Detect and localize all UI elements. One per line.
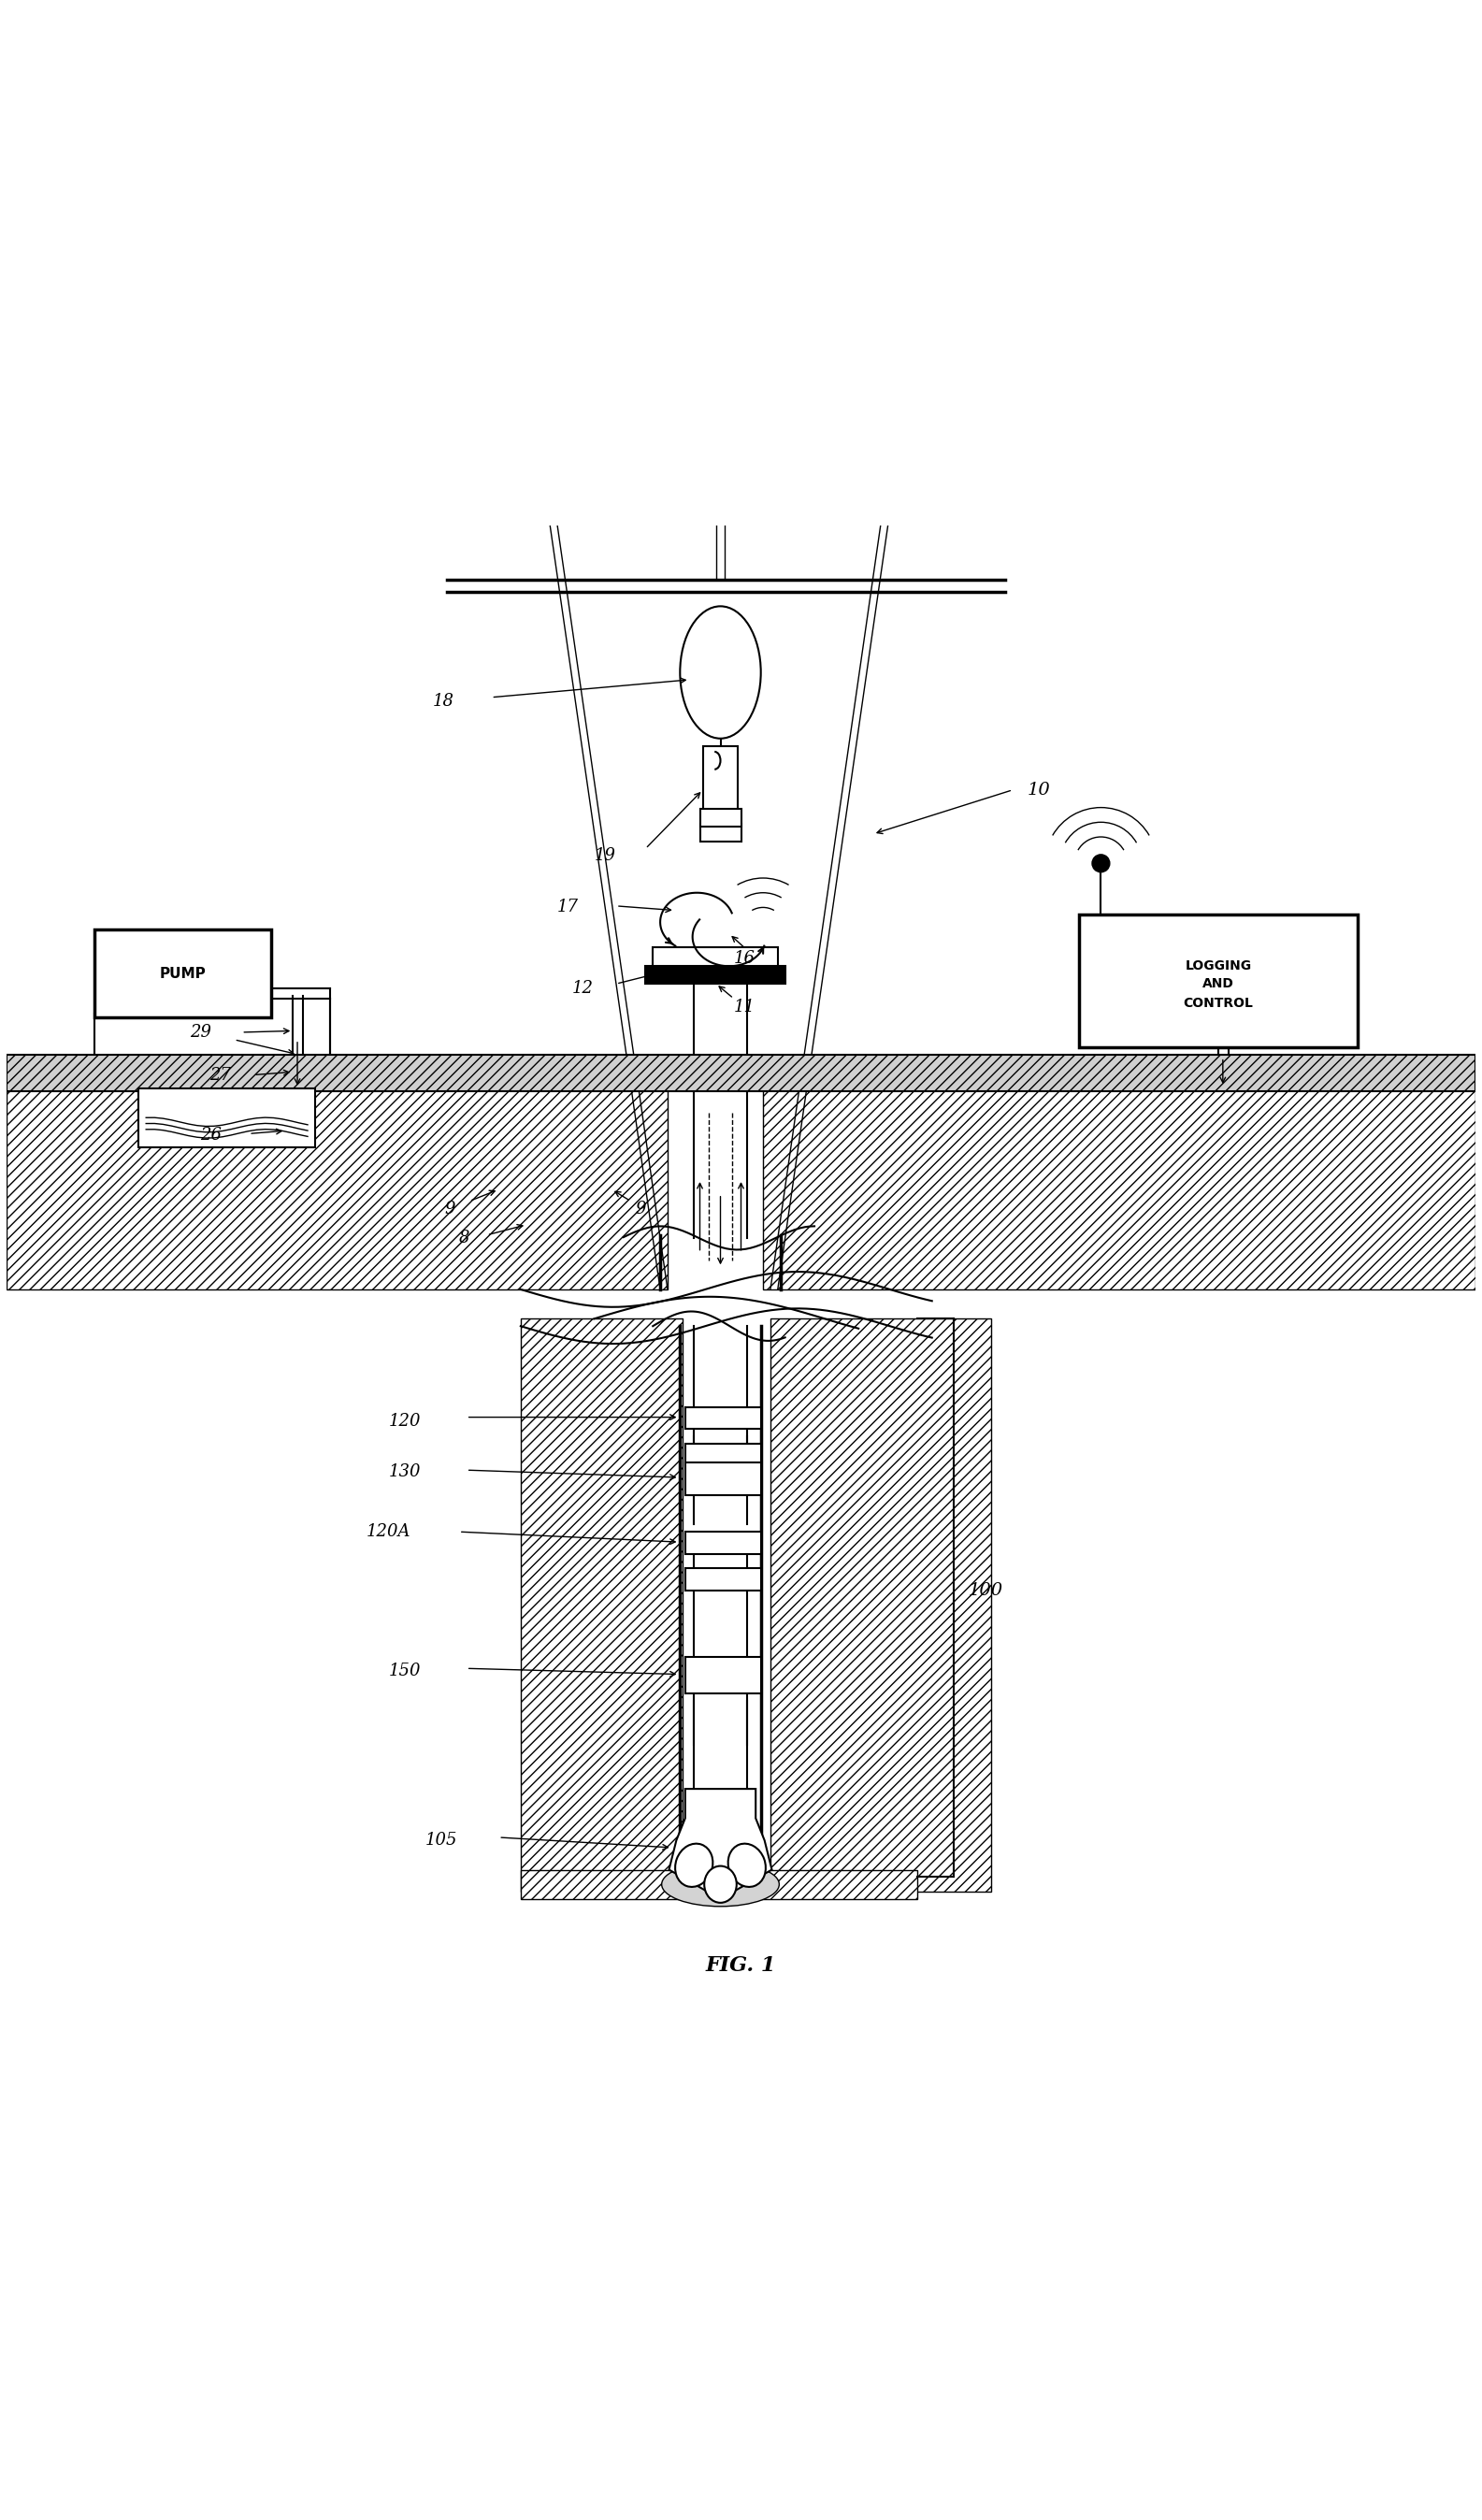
Circle shape: [1092, 854, 1110, 872]
Text: LOGGING: LOGGING: [1186, 960, 1252, 973]
Text: AND: AND: [1202, 978, 1235, 990]
Text: 10: 10: [1027, 781, 1051, 799]
Bar: [700, 809, 741, 827]
Bar: [771, 1318, 991, 1893]
Text: 8: 8: [459, 1230, 470, 1247]
Text: 18: 18: [433, 693, 453, 711]
Text: 120: 120: [388, 1414, 421, 1429]
Bar: [1079, 915, 1358, 1046]
Polygon shape: [668, 1789, 772, 1900]
Bar: [685, 1444, 762, 1467]
Text: CONTROL: CONTROL: [1184, 995, 1254, 1011]
Text: 11: 11: [734, 998, 756, 1016]
Bar: [6, 1089, 667, 1290]
Bar: [702, 746, 738, 834]
Text: 9: 9: [636, 1200, 646, 1217]
Ellipse shape: [680, 607, 760, 738]
Ellipse shape: [661, 1862, 780, 1908]
Bar: [685, 1656, 762, 1693]
Bar: [6, 1053, 1476, 1091]
Bar: [520, 1318, 682, 1893]
Text: PUMP: PUMP: [160, 968, 206, 980]
Text: 105: 105: [425, 1832, 458, 1850]
Text: 9: 9: [445, 1200, 455, 1217]
Bar: [520, 1870, 917, 1900]
Text: 130: 130: [388, 1464, 421, 1479]
Text: 17: 17: [557, 900, 579, 915]
Text: 16: 16: [734, 950, 756, 968]
Bar: [654, 948, 778, 973]
Text: 29: 29: [190, 1023, 212, 1041]
Text: 26: 26: [200, 1126, 222, 1144]
Bar: [685, 1567, 762, 1590]
Text: 19: 19: [594, 847, 615, 864]
Bar: [139, 1089, 316, 1147]
Text: FIG. 1: FIG. 1: [705, 1956, 777, 1976]
Text: 12: 12: [572, 980, 594, 995]
Bar: [646, 965, 785, 983]
Bar: [685, 1406, 762, 1429]
Bar: [685, 1532, 762, 1555]
Bar: [95, 930, 271, 1018]
Ellipse shape: [704, 1865, 737, 1903]
Ellipse shape: [728, 1845, 766, 1887]
Bar: [685, 1462, 762, 1494]
Ellipse shape: [676, 1845, 713, 1887]
Text: 100: 100: [969, 1583, 1003, 1600]
Text: 27: 27: [209, 1066, 231, 1084]
Bar: [700, 824, 741, 842]
Bar: [763, 1089, 1476, 1290]
Text: 120A: 120A: [366, 1525, 411, 1540]
Text: 150: 150: [388, 1663, 421, 1681]
